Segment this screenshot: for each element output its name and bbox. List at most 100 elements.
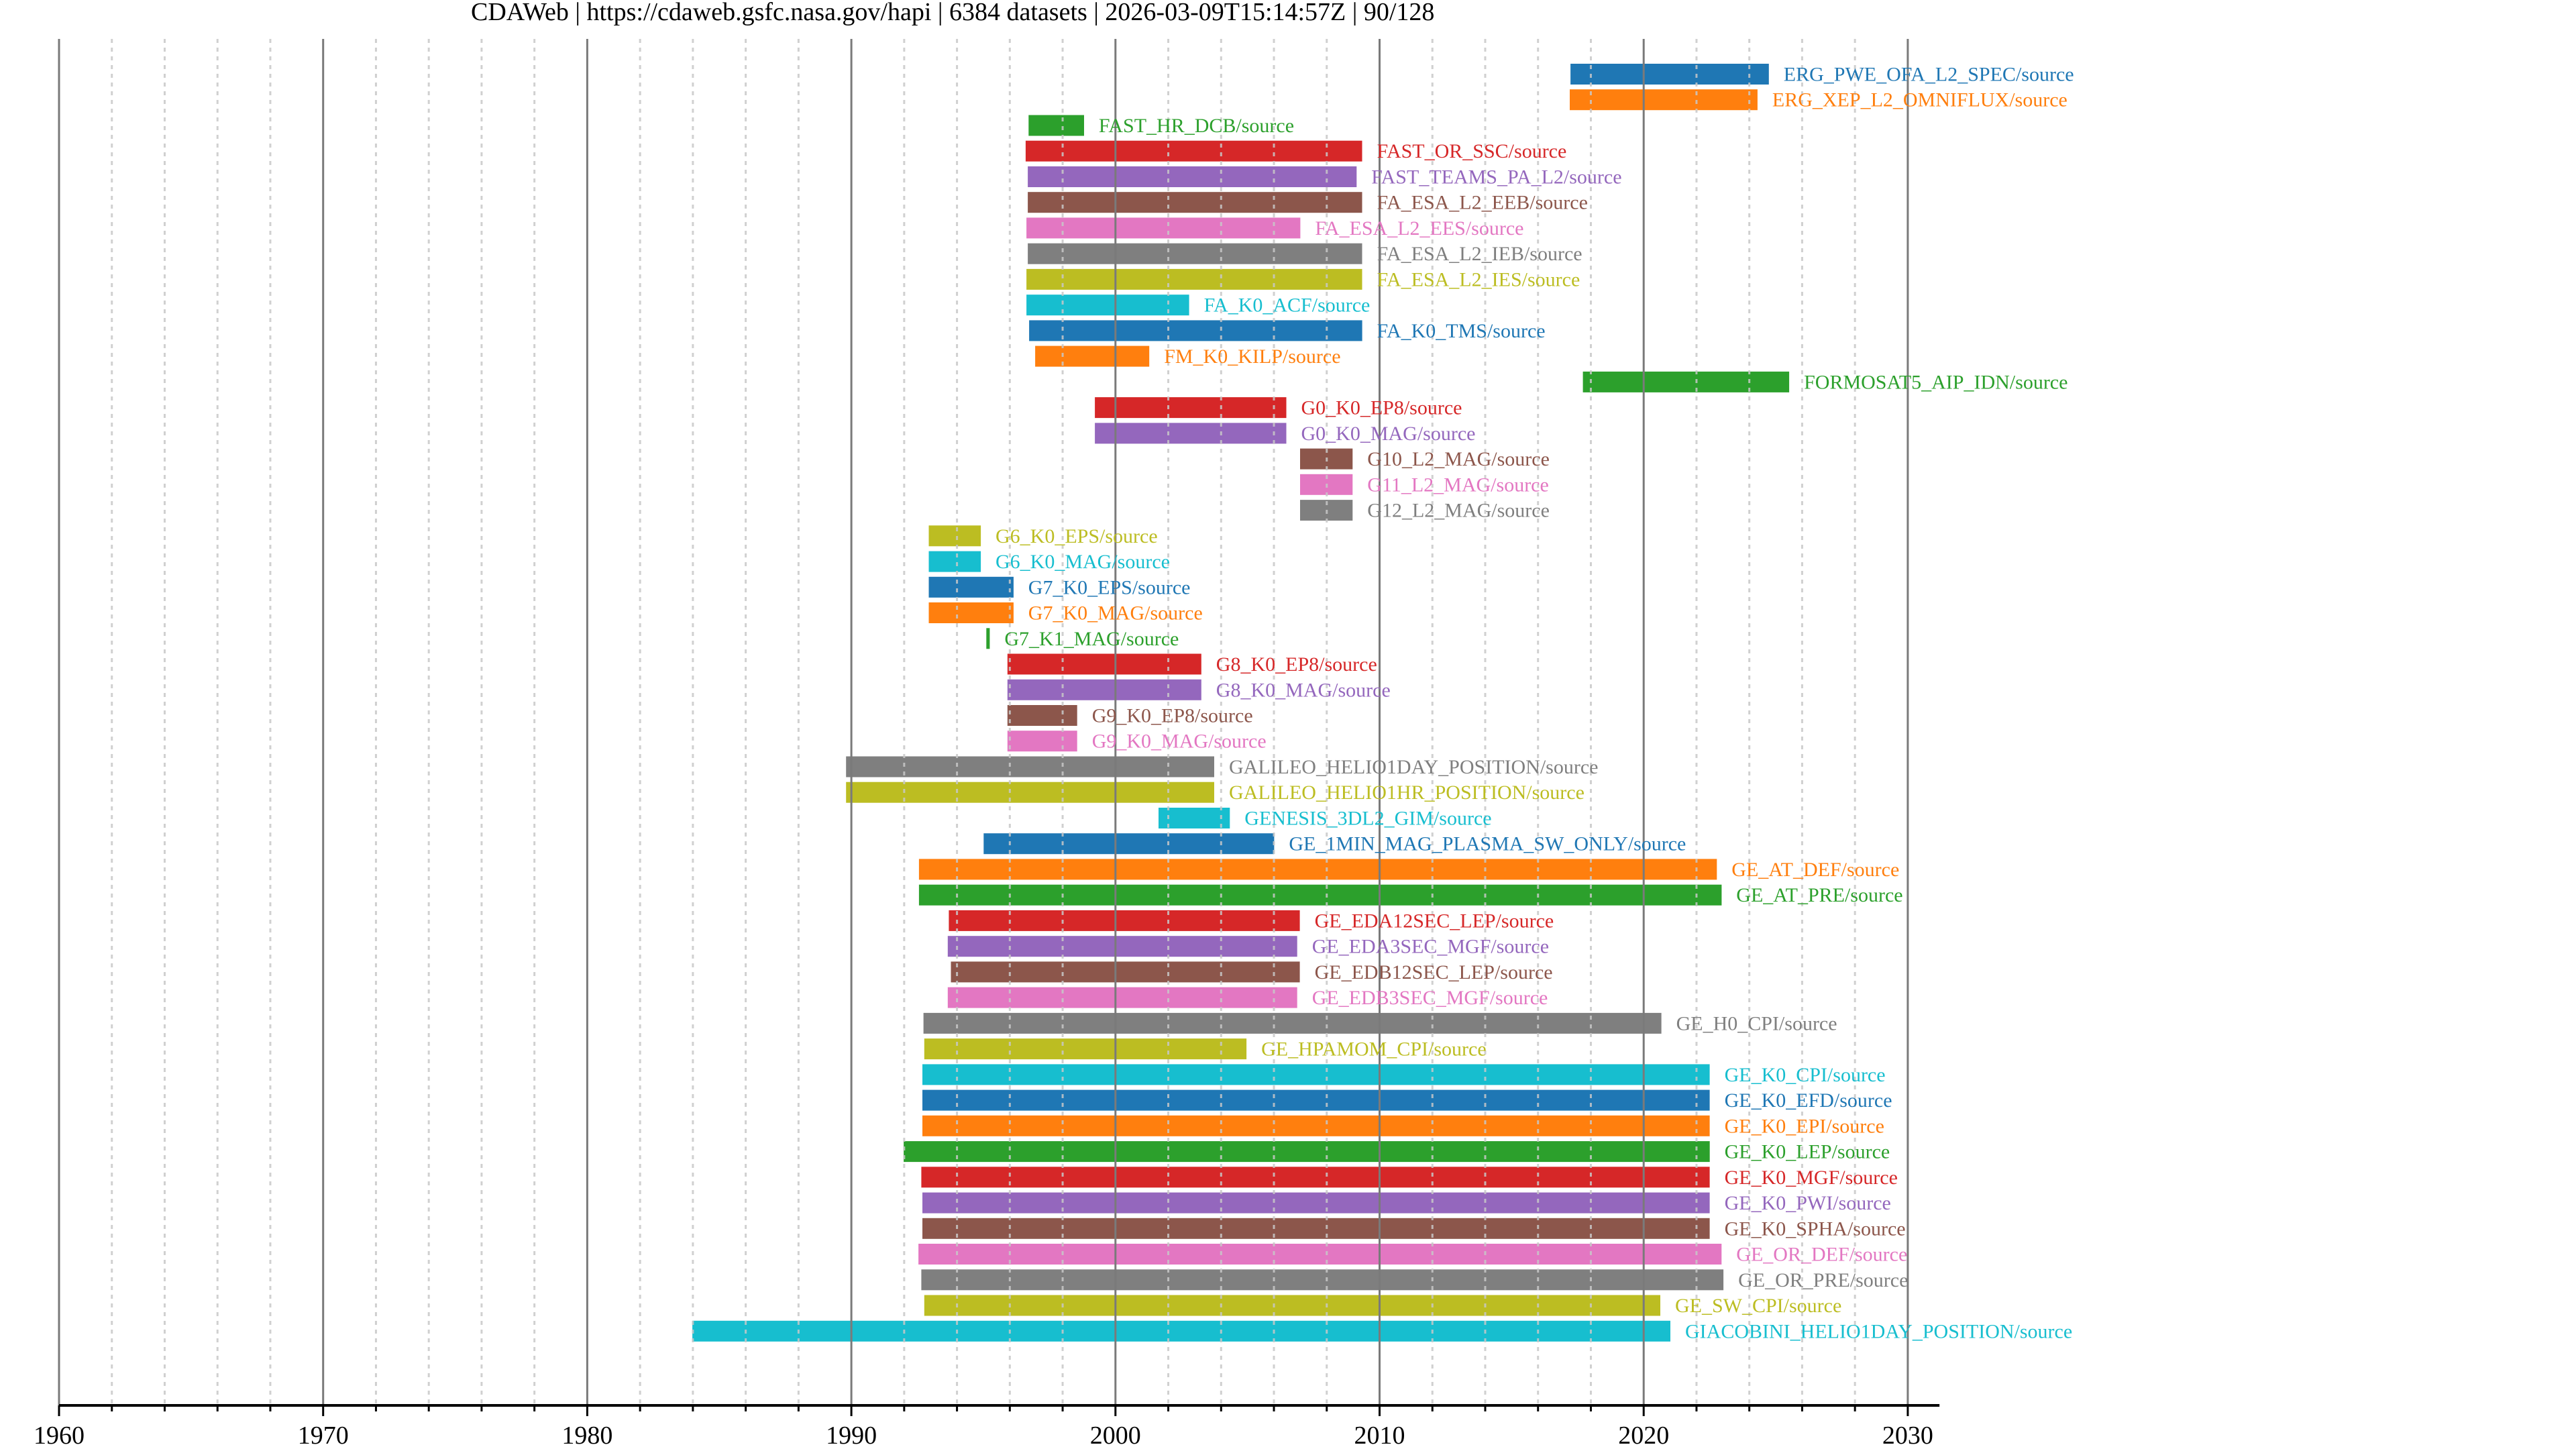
dataset-bar[interactable] [1007, 679, 1201, 700]
grid-layer [58, 39, 1909, 1405]
dataset-label: G0_K0_MAG/source [1301, 423, 1476, 445]
dataset-bar[interactable] [922, 1115, 1710, 1136]
dataset-bar[interactable] [928, 602, 1014, 623]
x-tick-label: 2000 [1090, 1421, 1141, 1449]
dataset-bar[interactable] [921, 1269, 1724, 1291]
dataset-label: G7_K0_EPS/source [1028, 576, 1191, 598]
dataset-bar[interactable] [921, 1167, 1710, 1188]
dataset-bar[interactable] [1028, 243, 1362, 264]
dataset-label: GALILEO_HELIO1HR_POSITION/source [1229, 782, 1585, 804]
dataset-bar[interactable] [1028, 115, 1084, 136]
dataset-bar[interactable] [1570, 89, 1758, 111]
dataset-label: G0_K0_EP8/source [1301, 397, 1462, 419]
dataset-label: G7_K1_MAG/source [1004, 628, 1179, 650]
dataset-bar[interactable] [1095, 397, 1287, 419]
dataset-bar[interactable] [928, 551, 981, 572]
dataset-label: FORMOSAT5_AIP_IDN/source [1804, 371, 2068, 393]
title-background [0, 0, 2576, 38]
dataset-bar[interactable] [986, 628, 990, 649]
dataset-label: ERG_XEP_L2_OMNIFLUX/source [1772, 89, 2068, 111]
dataset-label: G6_K0_EPS/source [996, 525, 1158, 547]
dataset-label: GE_EDA12SEC_LEP/source [1315, 910, 1554, 932]
dataset-label: GE_K0_EPI/source [1725, 1115, 1884, 1137]
dataset-label: FA_ESA_L2_IES/source [1377, 268, 1580, 290]
dataset-label: FA_ESA_L2_IEB/source [1377, 243, 1582, 265]
x-tick-label: 1980 [561, 1421, 612, 1449]
dataset-bar[interactable] [1007, 653, 1201, 675]
dataset-label: FAST_HR_DCB/source [1099, 115, 1294, 137]
dataset-label: GE_1MIN_MAG_PLASMA_SW_ONLY/source [1289, 833, 1686, 855]
dataset-bar[interactable] [1026, 268, 1362, 290]
dataset-label: FA_K0_TMS/source [1377, 320, 1546, 342]
dataset-label: G9_K0_MAG/source [1092, 731, 1267, 753]
bars-layer [692, 64, 1790, 1342]
dataset-bar[interactable] [983, 833, 1275, 855]
dataset-label: FA_ESA_L2_EEB/source [1377, 192, 1588, 214]
dataset-bar[interactable] [1026, 294, 1189, 316]
dataset-bar[interactable] [918, 859, 1717, 880]
x-tick-label: 2020 [1618, 1421, 1669, 1449]
dataset-bar[interactable] [846, 756, 1214, 777]
dataset-bar[interactable] [918, 1244, 1722, 1265]
dataset-label: GE_HPAMOM_CPI/source [1261, 1038, 1487, 1061]
dataset-bar[interactable] [923, 1012, 1662, 1034]
dataset-label: GE_EDB3SEC_MGF/source [1312, 987, 1548, 1009]
dataset-bar[interactable] [928, 576, 1014, 598]
dataset-label: GE_K0_EFD/source [1725, 1089, 1892, 1112]
dataset-bar[interactable] [922, 1192, 1710, 1214]
dataset-label: FA_ESA_L2_EES/source [1315, 217, 1523, 239]
dataset-bar[interactable] [1582, 371, 1790, 392]
x-tick-label: 2010 [1354, 1421, 1405, 1449]
dataset-label: G7_K0_MAG/source [1028, 602, 1203, 625]
dataset-label: GE_OR_DEF/source [1736, 1244, 1907, 1266]
dataset-bar[interactable] [846, 782, 1214, 803]
dataset-bar[interactable] [1095, 423, 1287, 444]
dataset-label: GE_EDA3SEC_MGF/source [1312, 936, 1549, 958]
dataset-label: GE_EDB12SEC_LEP/source [1315, 961, 1553, 983]
dataset-label: FM_K0_KILP/source [1164, 345, 1340, 368]
dataset-bar[interactable] [692, 1320, 1670, 1342]
dataset-bar[interactable] [1570, 64, 1769, 85]
dataset-label: G11_L2_MAG/source [1367, 474, 1549, 496]
dataset-bar[interactable] [918, 884, 1722, 906]
dataset-bar[interactable] [1028, 192, 1362, 213]
chart-title: CDAWeb | https://cdaweb.gsfc.nasa.gov/ha… [471, 0, 1434, 26]
dataset-label: ERG_PWE_OFA_L2_SPEC/source [1784, 64, 2074, 86]
dataset-label: G9_K0_EP8/source [1092, 705, 1253, 727]
dataset-label: GE_K0_SPHA/source [1725, 1218, 1906, 1240]
bar-labels-layer: ERG_PWE_OFA_L2_SPEC/source ERG_XEP_L2_OMN… [996, 64, 2074, 1343]
dataset-bar[interactable] [1025, 140, 1362, 162]
dataset-bar[interactable] [951, 961, 1300, 983]
dataset-label: GE_K0_CPI/source [1725, 1064, 1886, 1086]
dataset-label: GE_K0_PWI/source [1725, 1192, 1891, 1214]
dataset-label: GE_SW_CPI/source [1675, 1295, 1841, 1317]
dataset-label: G6_K0_MAG/source [996, 551, 1170, 573]
x-tick-label: 1970 [298, 1421, 349, 1449]
dataset-bar[interactable] [949, 910, 1300, 931]
dataset-bar[interactable] [1007, 731, 1077, 752]
dataset-bar[interactable] [924, 1038, 1247, 1060]
dataset-bar[interactable] [904, 1141, 1710, 1163]
dataset-bar[interactable] [947, 936, 1297, 957]
dataset-bar[interactable] [922, 1089, 1710, 1111]
dataset-label: GE_K0_LEP/source [1725, 1141, 1890, 1163]
dataset-label: G12_L2_MAG/source [1367, 500, 1550, 522]
dataset-label: GE_K0_MGF/source [1725, 1167, 1898, 1189]
dataset-label: G8_K0_MAG/source [1216, 679, 1391, 701]
dataset-label: GE_OR_PRE/source [1738, 1269, 1908, 1291]
dataset-bar[interactable] [922, 1218, 1710, 1239]
dataset-bar[interactable] [1007, 705, 1077, 726]
dataset-bar[interactable] [1035, 345, 1150, 367]
dataset-bar[interactable] [928, 525, 981, 547]
dataset-bar[interactable] [924, 1295, 1660, 1316]
dataset-bar[interactable] [922, 1064, 1710, 1085]
dataset-bar[interactable] [1028, 166, 1357, 187]
dataset-bar[interactable] [947, 987, 1297, 1008]
dataset-label: GE_AT_DEF/source [1731, 859, 1899, 881]
dataset-bar[interactable] [1026, 217, 1301, 239]
dataset-bar[interactable] [1029, 320, 1362, 341]
dataset-bar[interactable] [1159, 808, 1230, 828]
dataset-label: FAST_TEAMS_PA_L2/source [1371, 166, 1621, 189]
dataset-label: FAST_OR_SSC/source [1377, 140, 1567, 162]
